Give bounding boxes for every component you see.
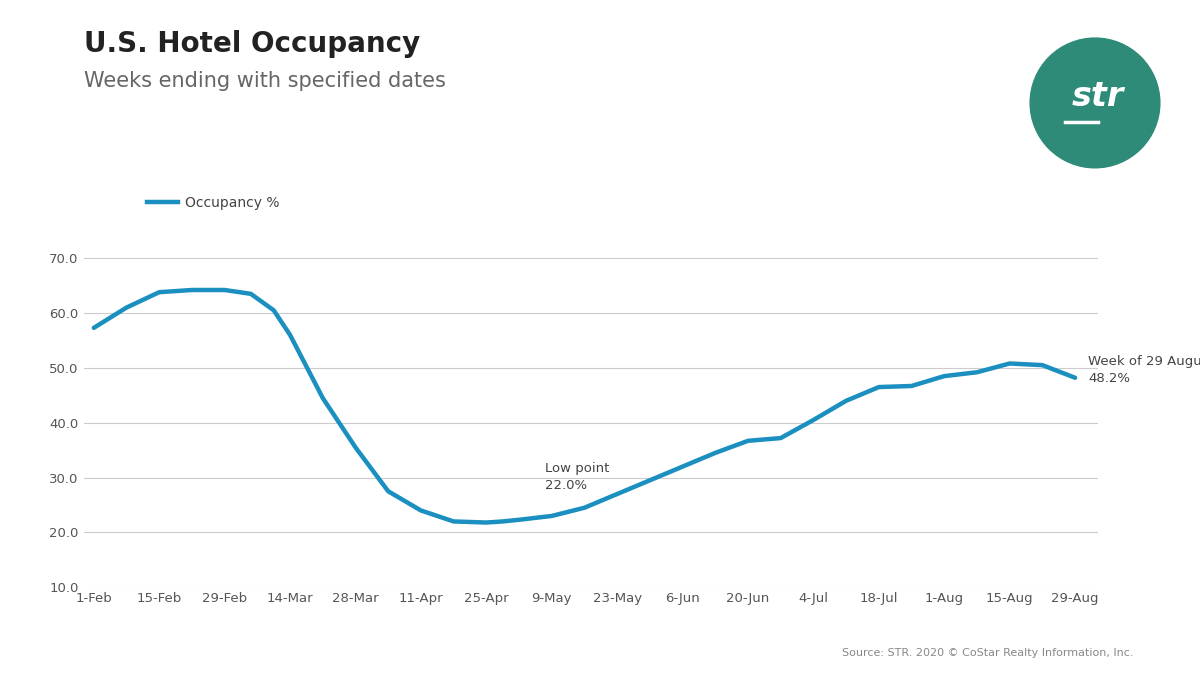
Text: Low point
22.0%: Low point 22.0% [545, 462, 610, 492]
Legend: Occupancy %: Occupancy % [142, 190, 284, 215]
Circle shape [1030, 38, 1160, 168]
Text: U.S. Hotel Occupancy: U.S. Hotel Occupancy [84, 30, 420, 58]
Text: Weeks ending with specified dates: Weeks ending with specified dates [84, 71, 446, 91]
Text: Week of 29 August
48.2%: Week of 29 August 48.2% [1088, 354, 1200, 385]
Text: str: str [1072, 80, 1124, 113]
Text: Source: STR. 2020 © CoStar Realty Information, Inc.: Source: STR. 2020 © CoStar Realty Inform… [842, 648, 1134, 658]
